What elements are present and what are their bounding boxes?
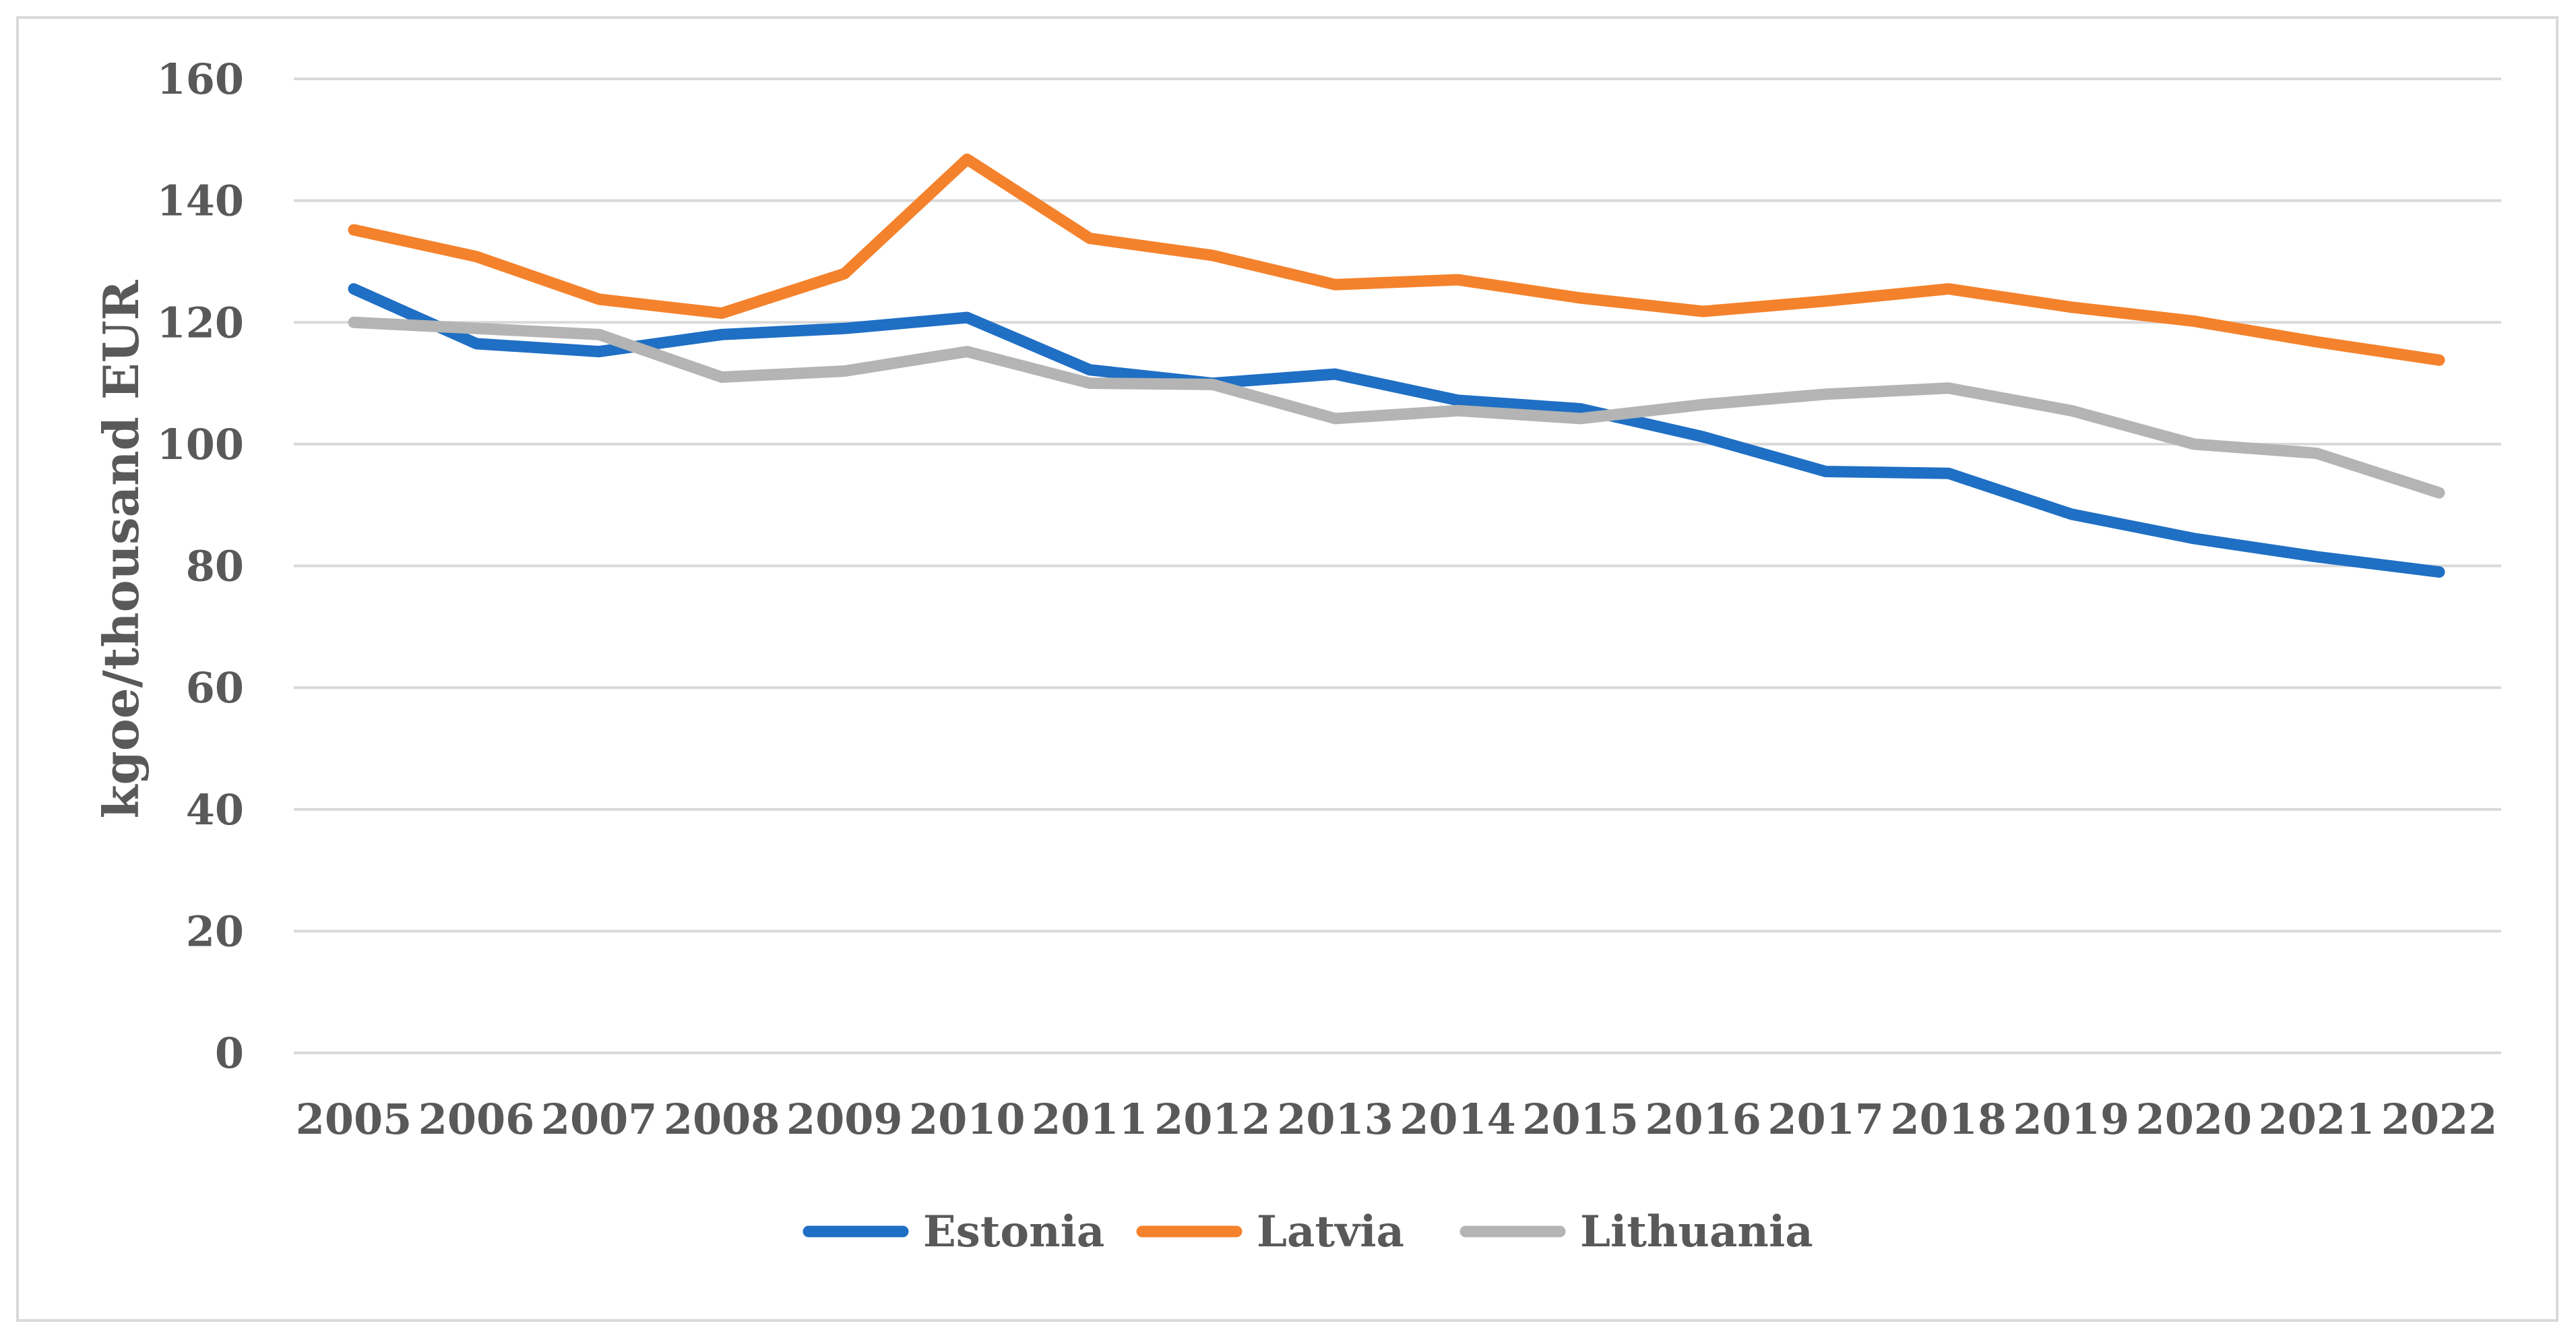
- legend: Estonia Latvia Lithuania: [803, 1207, 1813, 1257]
- y-tick-label: 20: [186, 907, 244, 956]
- x-tick-label: 2016: [1645, 1095, 1761, 1144]
- x-axis-ticks: 2005 2006 2007 2008 2009 2010 2011 2012 2013 2014…: [296, 1095, 2498, 1144]
- x-tick-label: 2022: [2381, 1095, 2498, 1144]
- x-tick-label: 2019: [2013, 1095, 2130, 1144]
- series-lines: [348, 153, 2445, 578]
- legend-item-lithuania: Lithuania: [1459, 1207, 1813, 1257]
- x-tick-label: 2020: [2136, 1095, 2253, 1144]
- x-tick-label: 2014: [1400, 1095, 1516, 1144]
- y-tick-label: 140: [157, 177, 244, 226]
- series-line-lithuania: [348, 316, 2445, 499]
- y-tick-label: 60: [186, 663, 244, 712]
- legend-label: Latvia: [1257, 1207, 1404, 1257]
- x-tick-label: 2006: [418, 1095, 535, 1144]
- y-tick-label: 120: [157, 298, 244, 347]
- series-line-latvia: [348, 153, 2445, 366]
- gridlines: [294, 78, 2501, 1054]
- x-tick-label: 2015: [1522, 1095, 1639, 1144]
- y-tick-label: 100: [157, 420, 244, 469]
- legend-item-latvia: Latvia: [1136, 1207, 1404, 1257]
- y-tick-label: 80: [186, 542, 244, 591]
- x-tick-label: 2008: [664, 1095, 780, 1144]
- legend-label: Estonia: [923, 1207, 1104, 1257]
- x-tick-label: 2007: [541, 1095, 658, 1144]
- x-tick-label: 2005: [296, 1095, 412, 1144]
- x-tick-label: 2018: [1890, 1095, 2007, 1144]
- x-tick-label: 2012: [1154, 1095, 1271, 1144]
- series-line-estonia: [348, 283, 2445, 578]
- x-tick-label: 2011: [1032, 1095, 1148, 1144]
- y-axis-ticks: 0 20 40 60 80 100 120 140 160: [157, 55, 244, 1078]
- y-axis-title: kgoe/thousand EUR: [92, 279, 150, 818]
- legend-item-estonia: Estonia: [803, 1207, 1104, 1257]
- chart-frame: [16, 16, 2558, 1322]
- legend-label: Lithuania: [1580, 1207, 1813, 1257]
- y-tick-label: 160: [157, 55, 244, 104]
- y-tick-label: 0: [215, 1029, 244, 1078]
- x-tick-label: 2010: [909, 1095, 1026, 1144]
- y-tick-label: 40: [186, 785, 244, 834]
- x-tick-label: 2009: [786, 1095, 903, 1144]
- x-tick-label: 2017: [1767, 1095, 1884, 1144]
- x-tick-label: 2021: [2259, 1095, 2375, 1144]
- x-tick-label: 2013: [1277, 1095, 1393, 1144]
